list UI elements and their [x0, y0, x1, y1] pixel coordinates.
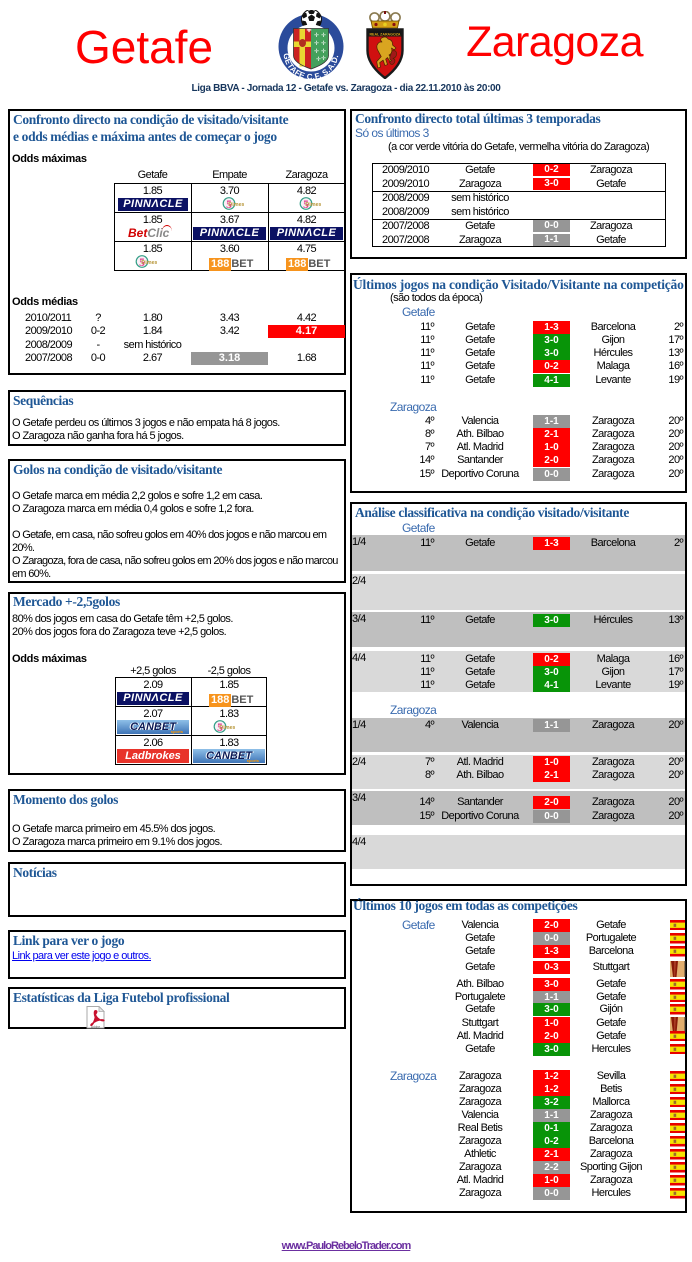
svg-text:5: 5 — [303, 199, 309, 211]
svg-text:Adobe: Adobe — [91, 1025, 100, 1029]
svg-text:5: 5 — [226, 199, 232, 211]
svg-text:Dimes: Dimes — [305, 202, 321, 208]
svg-text:✛: ✛ — [321, 40, 326, 47]
svg-text:Dimes: Dimes — [219, 725, 235, 731]
svg-text:✛: ✛ — [321, 55, 326, 62]
svg-text:✛: ✛ — [316, 56, 321, 63]
svg-text:REAL ZARAGOZA: REAL ZARAGOZA — [369, 32, 400, 36]
svg-text:✛: ✛ — [321, 48, 326, 55]
svg-text:Dimes: Dimes — [141, 260, 157, 266]
svg-text:✛: ✛ — [321, 32, 326, 39]
svg-text:5: 5 — [139, 257, 145, 269]
svg-text:✛: ✛ — [314, 40, 319, 47]
svg-text:✛: ✛ — [314, 48, 319, 55]
svg-text:5: 5 — [217, 722, 223, 734]
svg-text:Dimes: Dimes — [228, 202, 244, 208]
svg-text:✛: ✛ — [314, 32, 319, 39]
